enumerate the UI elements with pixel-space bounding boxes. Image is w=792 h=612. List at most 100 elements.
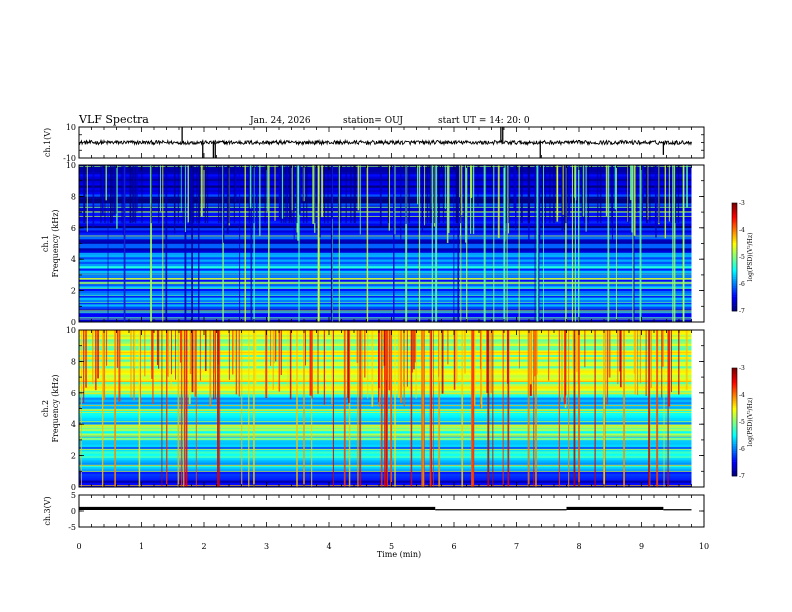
spectro-band: [79, 292, 692, 296]
spectro-streak: [235, 330, 238, 395]
spectro-streak: [305, 330, 307, 366]
spectro-band: [79, 223, 692, 226]
spectro-dark-streak: [198, 165, 201, 224]
spectro-streak: [241, 330, 243, 487]
x-tick-label: 9: [639, 542, 644, 551]
ch1-ylabel: ch.1(V): [43, 128, 52, 157]
colorbar-step: [732, 436, 737, 439]
colorbar-step: [732, 273, 737, 276]
spectro-dark-streak: [429, 165, 431, 224]
spectro-streak: [233, 330, 235, 362]
spectro-band: [79, 304, 692, 307]
colorbar-step: [732, 305, 737, 308]
spectro-streak: [405, 165, 408, 322]
colorbar-step: [732, 445, 737, 448]
spectro-streak: [118, 330, 121, 402]
x-tick-label: 6: [451, 542, 456, 551]
spectro-streak: [266, 165, 268, 212]
spectro-streak: [184, 165, 186, 233]
spectro-streak: [332, 330, 334, 487]
spectro-streak: [316, 165, 318, 208]
colorbar-step: [732, 414, 737, 417]
spectro-streak: [312, 165, 315, 224]
spectro-streak: [547, 330, 550, 381]
spectro-band: [79, 230, 692, 233]
colorbar-step: [732, 472, 737, 475]
spectro-streak: [184, 330, 186, 487]
colorbar-step: [732, 463, 737, 466]
spectro-streak: [152, 330, 154, 404]
spectro-dark-streak: [285, 165, 287, 224]
colorbar-step: [732, 422, 737, 425]
colorbar-step: [732, 407, 737, 410]
colorbar-step: [732, 389, 737, 392]
colorbar-step: [732, 449, 737, 452]
colorbar-step: [732, 287, 737, 290]
colorbar-step: [732, 212, 737, 215]
x-axis-label: Time (min): [377, 550, 421, 559]
spectro-streak: [185, 330, 188, 487]
colorbar-step: [732, 242, 737, 245]
spectro-streak: [533, 330, 535, 487]
spectro-streak: [503, 165, 506, 322]
spectro-streak: [116, 330, 119, 368]
spectro-streak: [518, 165, 520, 322]
spectro-streak: [289, 330, 292, 400]
spectro-dark-streak: [228, 165, 230, 224]
spectro-dark-streak: [196, 165, 198, 224]
colorbar-tick-label: -3: [739, 365, 745, 372]
spectro-band: [79, 209, 692, 213]
spectro-streak: [122, 165, 124, 235]
spectro-streak: [86, 165, 88, 232]
spectro-hline: [79, 281, 692, 283]
spectro-streak: [664, 165, 667, 239]
spectro-streak: [217, 330, 219, 487]
spectro-band: [79, 203, 692, 206]
colorbar-step: [732, 405, 737, 408]
spectro-streak: [460, 165, 462, 322]
colorbar-step: [732, 474, 737, 477]
spectro-streak: [406, 330, 408, 387]
spectro-streak: [617, 330, 619, 385]
colorbar-step: [732, 267, 737, 270]
spectro-streak: [199, 330, 201, 381]
spectro-dark-streak: [549, 165, 551, 224]
colorbar-step: [732, 210, 737, 213]
spectro-streak: [607, 165, 610, 322]
colorbar-step: [732, 213, 737, 216]
spectro-streak: [275, 330, 277, 362]
spectro-streak: [619, 330, 622, 388]
colorbar-step: [732, 226, 737, 229]
spectro-dark-streak: [110, 165, 112, 224]
spectro-streak: [92, 330, 94, 384]
spectro-streak: [249, 165, 252, 209]
spectro-streak: [256, 165, 258, 230]
spectro-streak: [639, 165, 642, 322]
spectro-streak: [113, 165, 115, 215]
spectro-dark-streak: [253, 165, 255, 224]
colorbar-step: [732, 266, 737, 269]
spectro-streak: [356, 330, 359, 363]
y-tick-label: -10: [63, 154, 76, 163]
spectro-streak: [455, 330, 458, 383]
spectro-streak: [614, 165, 617, 210]
spectro-band: [79, 254, 692, 258]
spectro-streak: [654, 165, 657, 229]
colorbar-step: [732, 244, 737, 247]
spectro-streak: [167, 330, 169, 377]
spectro-band: [79, 256, 692, 260]
spectro-streak: [543, 165, 544, 322]
colorbar-step: [732, 289, 737, 292]
spectro-dark-streak: [104, 165, 106, 224]
colorbar-step: [732, 300, 737, 303]
spectro-streak: [191, 165, 194, 322]
spectro-dark-streak: [158, 165, 160, 224]
x-tick-label: 4: [326, 542, 331, 551]
spectro-dark-streak: [421, 165, 423, 224]
spectro-streak: [380, 330, 383, 487]
spectro-streak: [114, 330, 116, 487]
spectro-band: [79, 268, 692, 271]
spectro-dark-streak: [303, 165, 305, 224]
spectro-streak: [272, 330, 274, 390]
spectro-band: [79, 263, 692, 267]
